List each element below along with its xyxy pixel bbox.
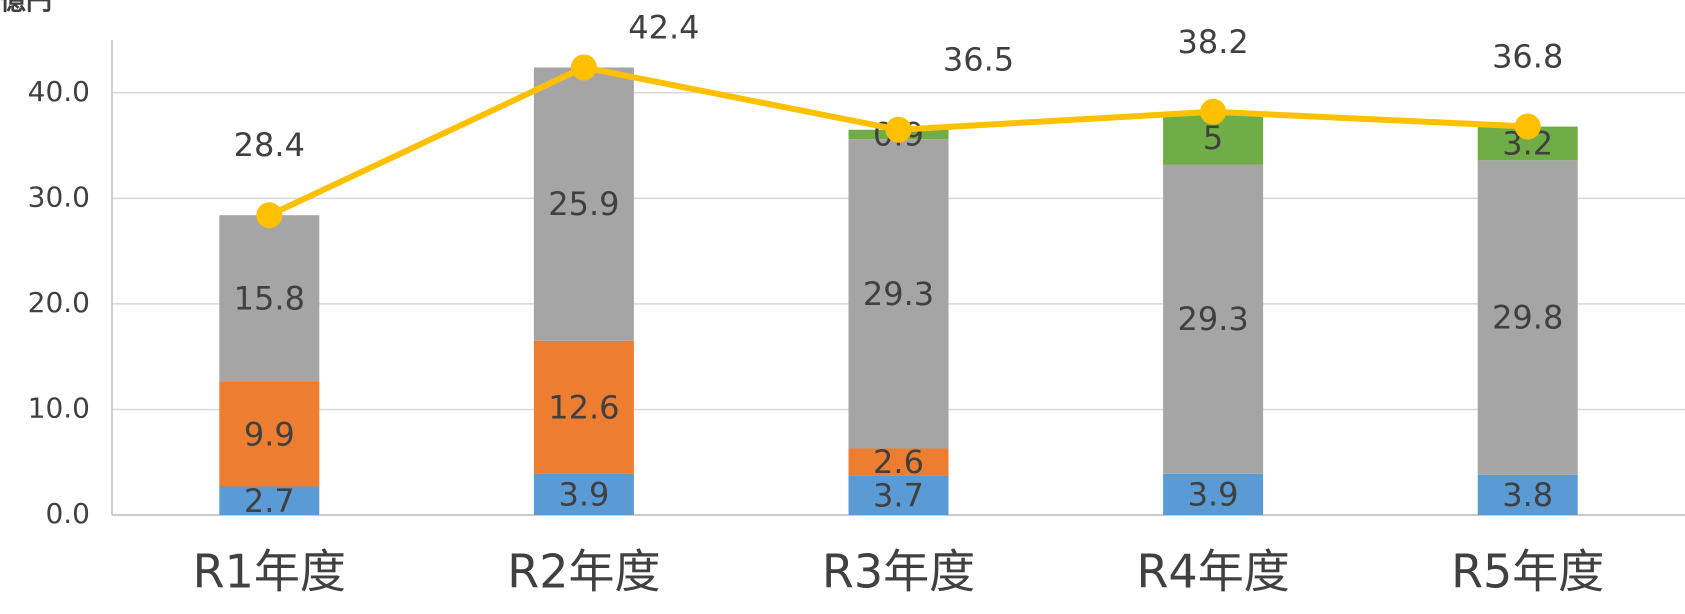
x-tick-label: R1年度 [193, 545, 346, 599]
total-point [885, 116, 912, 143]
data-label: 5 [1203, 119, 1223, 157]
data-label: 29.3 [863, 275, 934, 313]
y-axis-unit: 億円 [0, 0, 52, 17]
data-label: 3.9 [1188, 475, 1239, 513]
total-label: 38.2 [1177, 23, 1248, 61]
y-tick-label: 0.0 [45, 497, 90, 530]
data-label: 12.6 [548, 388, 619, 426]
total-label: 36.8 [1492, 38, 1563, 76]
x-tick-label: R4年度 [1136, 545, 1289, 599]
data-label: 3.9 [558, 475, 609, 513]
total-label: 36.5 [943, 41, 1014, 79]
data-label: 15.8 [234, 280, 305, 318]
y-tick-label: 20.0 [28, 286, 90, 319]
data-label: 29.8 [1492, 299, 1563, 337]
y-tick-label: 40.0 [28, 75, 90, 108]
y-tick-label: 10.0 [28, 391, 90, 424]
x-tick-label: R2年度 [507, 545, 660, 599]
data-label: 25.9 [548, 185, 619, 223]
data-label: 2.6 [873, 443, 924, 481]
data-label: 3.8 [1502, 476, 1553, 514]
bar-segment [219, 215, 320, 382]
bar-segment [1163, 473, 1264, 515]
total-point [256, 202, 283, 229]
bar-segment [848, 448, 949, 476]
bar-segment [1477, 474, 1578, 515]
bar-segment [219, 382, 320, 487]
data-label: 9.9 [244, 415, 295, 453]
bar-segment [533, 67, 634, 341]
bar-segment [533, 340, 634, 474]
x-tick-label: R3年度 [822, 545, 975, 599]
data-label: 3.7 [873, 476, 924, 514]
bar-segment [1477, 160, 1578, 475]
x-tick-label: R5年度 [1451, 545, 1604, 599]
y-tick-label: 30.0 [28, 180, 90, 213]
total-label: 42.4 [628, 8, 699, 46]
data-label: 2.7 [244, 482, 295, 520]
data-label: 29.3 [1177, 300, 1248, 338]
total-point [1514, 113, 1541, 140]
total-point [570, 54, 597, 81]
bar-segment [1163, 164, 1264, 474]
bar-segment [848, 475, 949, 515]
bar-segment [533, 473, 634, 515]
total-point [1200, 98, 1227, 125]
bar-segment [848, 139, 949, 449]
bar-segment [219, 486, 320, 515]
total-label: 28.4 [234, 126, 305, 164]
